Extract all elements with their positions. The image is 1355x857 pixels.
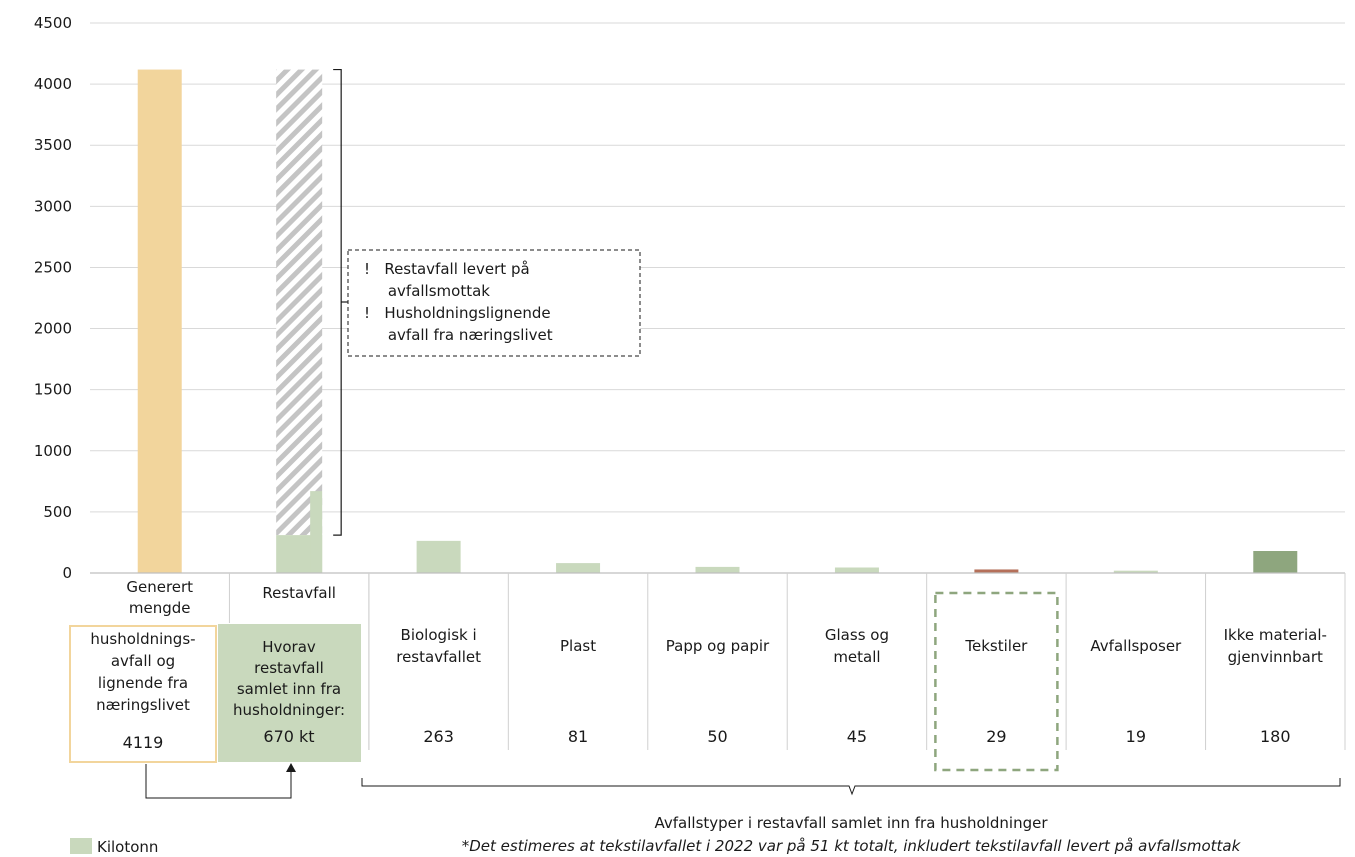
generert-box-line: husholdnings- bbox=[90, 630, 195, 648]
legend-label: Kilotonn bbox=[97, 838, 158, 856]
y-tick-label: 2500 bbox=[34, 258, 72, 276]
category-label: Restavfall bbox=[262, 584, 336, 602]
y-tick-label: 2000 bbox=[34, 320, 72, 338]
group-label: Avfallstyper i restavfall samlet inn fra… bbox=[655, 814, 1049, 832]
category-label: Avfallsposer bbox=[1090, 637, 1182, 655]
restavfall-hatched-bar bbox=[276, 69, 323, 536]
annotation-line: ! Husholdningslignende bbox=[364, 304, 551, 322]
bar-tekstiler bbox=[974, 569, 1019, 573]
generert-box-line: næringslivet bbox=[96, 696, 190, 714]
y-tick-label: 4500 bbox=[34, 14, 72, 32]
legend-swatch bbox=[70, 838, 92, 854]
category-label: Glass og bbox=[825, 626, 889, 644]
tekstiler-highlight-box bbox=[934, 591, 1059, 772]
category-label: mengde bbox=[129, 599, 191, 617]
y-tick-label: 3500 bbox=[34, 136, 72, 154]
bar-papp bbox=[695, 566, 740, 573]
y-tick-label: 3000 bbox=[34, 197, 72, 215]
restavfall-box-line: Hvorav bbox=[262, 638, 316, 656]
connector-arrow-line bbox=[145, 764, 292, 799]
category-label: Ikke material- bbox=[1224, 626, 1327, 644]
generert-box bbox=[69, 625, 217, 763]
restavfall-box-line: husholdninger: bbox=[233, 701, 345, 719]
value-label-tekstiler: 29 bbox=[986, 727, 1006, 746]
annotation-box bbox=[347, 249, 641, 357]
value-label-glass: 45 bbox=[847, 727, 867, 746]
footnote: *Det estimeres at tekstilavfallet i 2022… bbox=[462, 837, 1242, 855]
restavfall-box-value: 670 kt bbox=[263, 727, 314, 746]
bracket-line bbox=[333, 68, 342, 536]
bar-glass bbox=[834, 567, 879, 573]
annotation-line: avfallsmottak bbox=[364, 282, 490, 300]
value-label-papp: 50 bbox=[707, 727, 727, 746]
value-label-biologisk: 263 bbox=[423, 727, 454, 746]
bar-generert bbox=[137, 69, 182, 574]
category-label: Tekstiler bbox=[964, 637, 1028, 655]
category-label: gjenvinnbart bbox=[1228, 648, 1323, 666]
y-tick-label: 1000 bbox=[34, 442, 72, 460]
restavfall-box bbox=[218, 624, 361, 762]
generert-box-line: lignende fra bbox=[98, 674, 188, 692]
category-label: Papp og papir bbox=[666, 637, 770, 655]
group-brace bbox=[361, 778, 1341, 796]
category-label: Plast bbox=[560, 637, 596, 655]
restavfall-box-line: restavfall bbox=[254, 659, 324, 677]
restavfall-box-line: samlet inn fra bbox=[237, 680, 341, 698]
generert-box-line: avfall og bbox=[111, 652, 175, 670]
y-tick-label: 0 bbox=[62, 564, 72, 582]
category-label: metall bbox=[833, 648, 880, 666]
bar-ikke bbox=[1253, 551, 1298, 573]
value-label-plast: 81 bbox=[568, 727, 588, 746]
y-tick-label: 4000 bbox=[34, 75, 72, 93]
restavfall-bar bbox=[310, 491, 323, 573]
bar-plast bbox=[556, 563, 601, 573]
value-label-ikke: 180 bbox=[1260, 727, 1291, 746]
category-label: Biologisk i bbox=[401, 626, 477, 644]
annotation-line: ! Restavfall levert på bbox=[364, 260, 530, 278]
value-label-avfallsposer: 19 bbox=[1126, 727, 1146, 746]
arrow-head-icon bbox=[286, 763, 296, 772]
bar-avfallsposer bbox=[1113, 570, 1158, 573]
generert-box-value: 4119 bbox=[123, 733, 164, 752]
annotation-line: avfall fra næringslivet bbox=[364, 326, 553, 344]
category-label: Generert bbox=[126, 578, 193, 596]
bar-biologisk bbox=[416, 540, 461, 573]
y-tick-label: 1500 bbox=[34, 381, 72, 399]
category-label: restavfallet bbox=[396, 648, 481, 666]
y-tick-label: 500 bbox=[43, 503, 72, 521]
